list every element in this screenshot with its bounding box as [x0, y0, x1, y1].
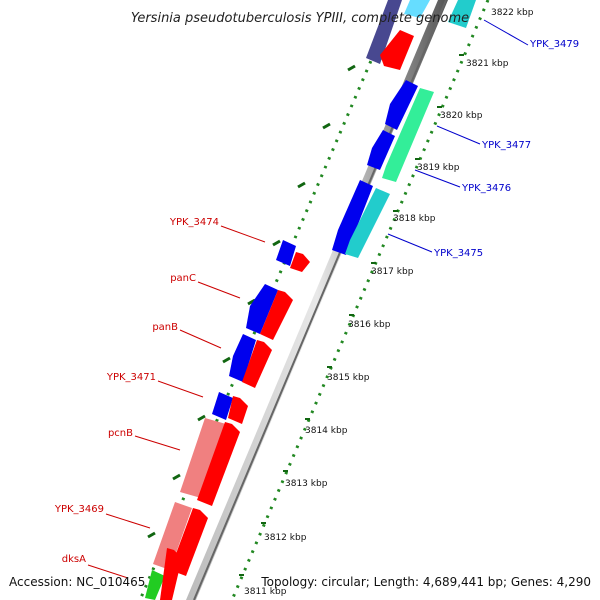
gene-block[interactable]: [228, 396, 248, 424]
gene-label-YPK_3469: YPK_3469: [54, 504, 104, 515]
gene-block[interactable]: [145, 570, 165, 600]
inner-dotted-ring: [138, 0, 399, 600]
tick-label-3818: 3818 kbp: [393, 214, 436, 224]
gene-block[interactable]: [366, 0, 402, 64]
tick-label-3811: 3811 kbp: [244, 587, 287, 597]
tick-label-3812: 3812 kbp: [264, 533, 307, 543]
tick-label-3815: 3815 kbp: [327, 373, 370, 383]
gene-block[interactable]: [153, 502, 192, 570]
gene-block[interactable]: [448, 0, 476, 28]
tick-label-3820: 3820 kbp: [440, 111, 483, 121]
gene-block[interactable]: [246, 284, 278, 334]
gene-block[interactable]: [382, 88, 434, 182]
gene-block[interactable]: [197, 422, 240, 506]
gene-block[interactable]: [332, 180, 373, 255]
gene-block[interactable]: [367, 130, 395, 170]
map-title: Yersinia pseudotuberculosis YPIII, compl…: [131, 11, 469, 26]
gene-label-panC: panC: [170, 273, 196, 284]
gene-label-YPK_3474: YPK_3474: [169, 217, 219, 228]
gene-block[interactable]: [290, 252, 310, 272]
topology-text: Topology: circular; Length: 4,689,441 bp…: [261, 575, 591, 589]
gene-label-YPK_3479: YPK_3479: [529, 39, 579, 50]
gene-block[interactable]: [229, 334, 256, 382]
gene-block[interactable]: [160, 548, 182, 600]
gene-label-panB: panB: [152, 322, 178, 333]
tick-label-3816: 3816 kbp: [348, 320, 391, 330]
gene-block[interactable]: [380, 30, 414, 70]
right-label-leaders: [387, 19, 529, 253]
inner-ring-ticks: [147, 64, 356, 539]
gene-block[interactable]: [260, 290, 293, 340]
gene-block[interactable]: [212, 392, 233, 420]
gene-block[interactable]: [385, 80, 418, 130]
gene-block[interactable]: [404, 0, 430, 18]
outer-ring-ticks: [239, 54, 464, 576]
gene-block[interactable]: [276, 240, 296, 266]
gene-block[interactable]: [180, 418, 226, 498]
gene-block[interactable]: [242, 340, 272, 388]
gene-label-YPK_3471: YPK_3471: [106, 372, 156, 383]
gene-label-YPK_3475: YPK_3475: [433, 248, 483, 259]
gene-label-pcnB: pcnB: [108, 428, 133, 439]
gene-label-dksA: dksA: [62, 554, 86, 565]
tick-label-3814: 3814 kbp: [305, 426, 348, 436]
outer-dotted-ring: [230, 0, 490, 600]
tick-label-3813: 3813 kbp: [285, 479, 328, 489]
tick-label-3819: 3819 kbp: [417, 163, 460, 173]
reverse-strand-genes: [145, 0, 430, 600]
tick-label-3817: 3817 kbp: [371, 267, 414, 277]
tick-label-3821: 3821 kbp: [466, 59, 509, 69]
gene-label-YPK_3477: YPK_3477: [481, 140, 531, 151]
gene-label-YPK_3476: YPK_3476: [461, 183, 511, 194]
forward-strand-genes: [160, 0, 476, 600]
left-label-leaders: [87, 225, 266, 579]
tick-label-3822: 3822 kbp: [491, 8, 534, 18]
accession-text: Accession: NC_010465: [9, 575, 146, 589]
gene-block[interactable]: [345, 188, 390, 258]
